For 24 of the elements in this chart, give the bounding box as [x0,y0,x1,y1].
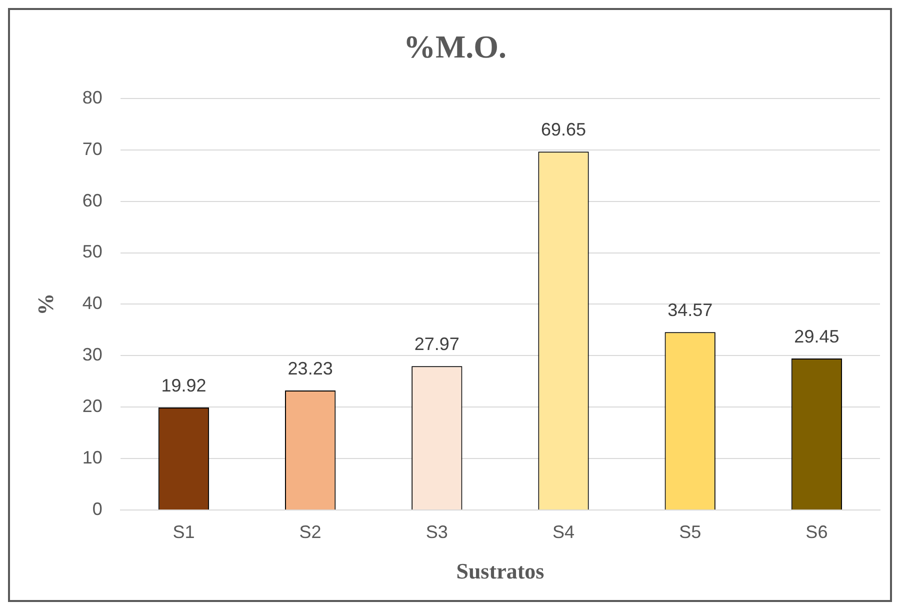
y-tick-label: 70 [82,138,102,159]
x-tick-label: S3 [426,522,448,542]
x-tick-label: S5 [679,522,702,542]
chart-title: %M.O. [403,28,507,64]
y-tick-label: 30 [82,344,102,365]
x-tick-label: S1 [172,522,195,542]
data-label: 34.57 [668,300,713,320]
x-tick-label: S2 [299,522,322,542]
y-axis-title: % [32,293,58,316]
y-tick-label: 0 [92,498,102,519]
y-tick-label: 20 [82,396,102,416]
y-tick-label: 80 [82,87,102,108]
y-tick-label: 40 [82,293,102,314]
data-label: 23.23 [288,358,333,378]
x-tick-label: S6 [806,522,828,542]
x-axis-title: Sustratos [456,558,545,584]
data-label: 19.92 [161,375,206,396]
y-tick-label: 10 [82,448,102,468]
data-label: 69.65 [540,120,586,140]
data-label: 27.97 [414,334,460,354]
y-tick-label: 50 [82,242,102,262]
x-tick-label: S4 [552,522,575,542]
y-tick-label: 60 [82,190,102,210]
data-label: 29.45 [794,326,840,346]
